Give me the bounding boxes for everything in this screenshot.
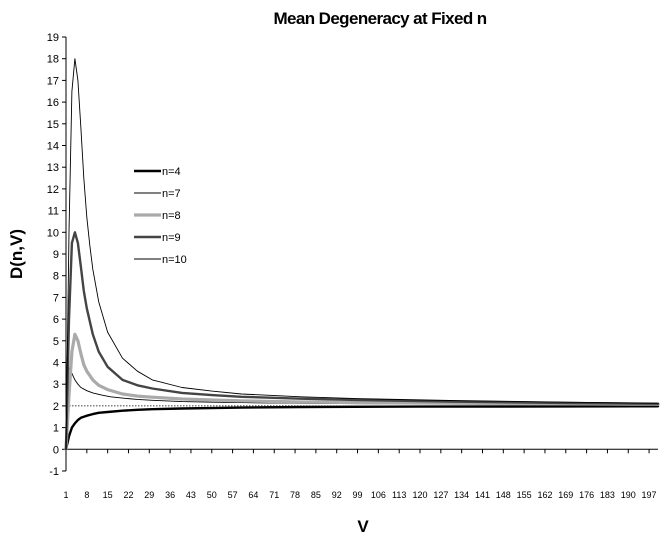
y-tick-label: 19 [47, 32, 59, 44]
series-line-n-10 [65, 58, 659, 450]
x-tick-label: 162 [537, 490, 552, 500]
chart-title: Mean Degeneracy at Fixed n [273, 9, 486, 28]
x-tick-label: 141 [475, 490, 490, 500]
x-tick-label: 169 [558, 490, 573, 500]
y-tick-label: 7 [53, 292, 59, 304]
x-tick-label: 197 [642, 490, 657, 500]
y-tick-label: 13 [47, 162, 59, 174]
x-tick-label: 134 [454, 490, 469, 500]
y-tick-label: 8 [53, 271, 59, 283]
series-layer [64, 58, 660, 451]
x-tick-label: 29 [144, 490, 154, 500]
legend-label-n-9: n=9 [162, 232, 181, 244]
series-line-n-4 [64, 405, 660, 451]
x-tick-label: 190 [621, 490, 636, 500]
x-tick-label: 64 [248, 490, 258, 500]
x-tick-label: 106 [371, 490, 386, 500]
legend: n=4 n=7 n=8 n=9 n=10 [134, 166, 187, 266]
x-tick-label: 183 [600, 490, 615, 500]
y-tick-label: -1 [49, 466, 59, 478]
x-tick-label: 8 [84, 490, 89, 500]
y-tick-label: 15 [47, 119, 59, 131]
y-tick-label: 10 [47, 227, 59, 239]
y-tick-label: 17 [47, 75, 59, 87]
x-tick-label: 148 [496, 490, 511, 500]
x-tick-label: 99 [353, 490, 363, 500]
y-tick-label: 6 [53, 314, 59, 326]
y-tick-label: 11 [48, 206, 59, 218]
legend-label-n-4: n=4 [162, 166, 181, 178]
y-tick-label: 5 [53, 336, 59, 348]
y-tick-label: 0 [53, 444, 59, 456]
y-tick-label: 1 [53, 423, 59, 435]
x-tick-label: 85 [311, 490, 321, 500]
x-tick-label: 176 [579, 490, 594, 500]
y-tick-label: 2 [53, 401, 59, 413]
y-tick-label: 12 [47, 184, 59, 196]
y-tick-label: 14 [47, 141, 59, 153]
x-tick-label: 22 [123, 490, 133, 500]
x-tick-label: 127 [433, 490, 448, 500]
legend-label-n-10: n=10 [162, 254, 187, 266]
y-tick-label: 18 [47, 54, 59, 66]
legend-label-n-7: n=7 [162, 188, 181, 200]
x-axis-title: V [357, 517, 369, 536]
x-tick-label: 120 [412, 490, 427, 500]
x-tick-label: 113 [392, 490, 406, 500]
x-tick-label: 57 [228, 490, 238, 500]
legend-label-n-8: n=8 [162, 210, 181, 222]
y-tick-label: 4 [53, 358, 59, 370]
series-line-n-8 [64, 332, 660, 451]
x-tick-label: 78 [290, 490, 300, 500]
series-line-n-9 [64, 231, 660, 451]
x-tick-label: 50 [207, 490, 217, 500]
x-tick-label: 71 [269, 490, 279, 500]
x-tick-label: 43 [186, 490, 196, 500]
x-tick-label: 36 [165, 490, 175, 500]
x-tick-label: 155 [517, 490, 532, 500]
y-tick-label: 3 [53, 379, 59, 391]
y-axis-title: D(n,V) [7, 229, 26, 279]
x-tick-label: 92 [332, 490, 342, 500]
x-tick-label: 1 [63, 490, 68, 500]
y-tick-label: 16 [47, 97, 59, 109]
x-tick-label: 15 [103, 490, 113, 500]
y-tick-label: 9 [53, 249, 59, 261]
